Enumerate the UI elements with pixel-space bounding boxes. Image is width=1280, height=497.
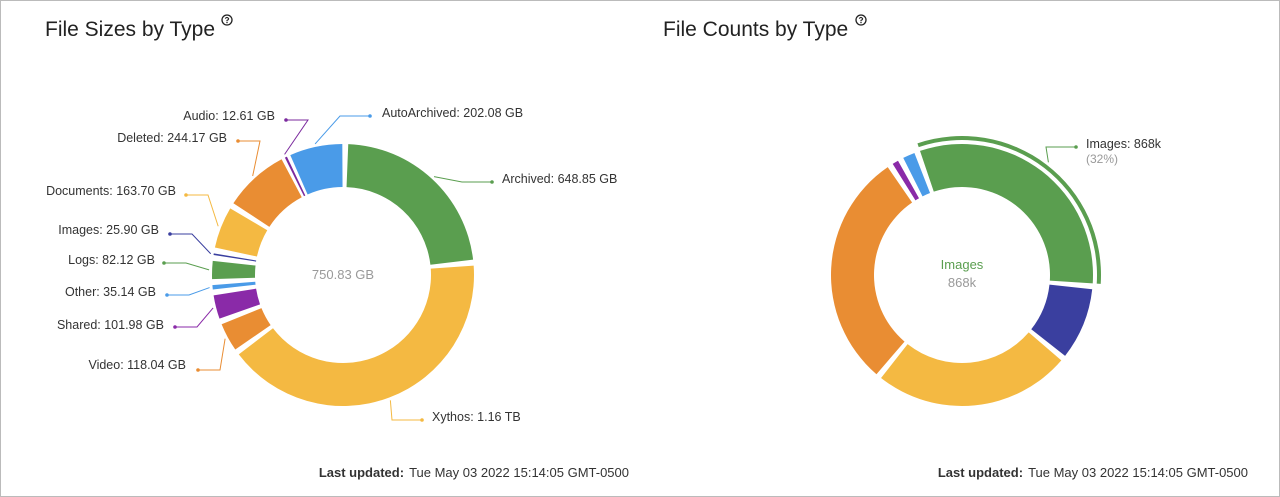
donut-segment bbox=[212, 281, 256, 290]
callout-line bbox=[1045, 146, 1076, 163]
callout-dot bbox=[368, 114, 372, 118]
callout-line bbox=[238, 140, 261, 177]
callout-label: Audio: 12.61 GB bbox=[183, 109, 275, 123]
callout-line bbox=[284, 119, 309, 155]
callout-line bbox=[164, 262, 210, 271]
donut-segment bbox=[214, 208, 268, 257]
callout-line bbox=[389, 400, 422, 421]
footer-text: Tue May 03 2022 15:14:05 GMT-0500 bbox=[409, 465, 629, 480]
callout-label: Archived: 648.85 GB bbox=[502, 172, 617, 186]
center-value: 868k bbox=[948, 275, 977, 290]
callout-line bbox=[433, 176, 492, 183]
donut-segment bbox=[284, 156, 306, 197]
callout-dot bbox=[162, 261, 166, 265]
donut-segment bbox=[238, 265, 474, 406]
callout-label: Other: 35.14 GB bbox=[65, 285, 156, 299]
callout-label: Shared: 101.98 GB bbox=[57, 318, 164, 332]
donut-segment bbox=[881, 332, 1062, 407]
callout-label: Xythos: 1.16 TB bbox=[432, 410, 521, 424]
callout-dot bbox=[184, 193, 188, 197]
center-label: Images bbox=[941, 257, 984, 272]
donut-segment bbox=[346, 144, 474, 265]
donut-segment bbox=[221, 308, 271, 350]
footer-label: Last updated: bbox=[938, 465, 1023, 480]
callout-label: Images: 868k bbox=[1086, 137, 1162, 151]
callout-dot bbox=[1074, 145, 1078, 149]
callout-label: Video: 118.04 GB bbox=[88, 358, 186, 372]
percent-label: (32%) bbox=[1086, 152, 1118, 166]
callout-line bbox=[170, 233, 212, 255]
donut-segment bbox=[213, 253, 257, 262]
highlight-arc bbox=[917, 135, 1102, 284]
callout-dot bbox=[284, 118, 288, 122]
donut-segment bbox=[290, 144, 343, 195]
callout-line bbox=[198, 338, 226, 371]
help-icon[interactable] bbox=[221, 14, 233, 26]
donut-segment bbox=[212, 260, 256, 280]
donut-segment bbox=[830, 167, 913, 375]
callout-line bbox=[175, 307, 214, 328]
callout-label: Images: 25.90 GB bbox=[58, 223, 159, 237]
callout-label: Deleted: 244.17 GB bbox=[117, 131, 227, 145]
donut-segment bbox=[213, 288, 261, 319]
donut-segment bbox=[892, 160, 920, 201]
donut-segment bbox=[1031, 284, 1093, 356]
callout-dot bbox=[420, 418, 424, 422]
donut-segment bbox=[919, 144, 1093, 284]
footer: Last updated: Tue May 03 2022 15:14:05 GM… bbox=[319, 465, 629, 480]
callout-dot bbox=[236, 139, 240, 143]
help-icon[interactable] bbox=[855, 14, 867, 26]
footer: Last updated: Tue May 03 2022 15:14:05 GM… bbox=[938, 465, 1248, 480]
callout-dot bbox=[490, 180, 494, 184]
callout-dot bbox=[165, 293, 169, 297]
callout-label: AutoArchived: 202.08 GB bbox=[382, 106, 523, 120]
callout-dot bbox=[173, 325, 177, 329]
callout-line bbox=[186, 194, 219, 227]
donut-segment bbox=[903, 152, 931, 197]
callout-dot bbox=[168, 232, 172, 236]
center-label: 750.83 GB bbox=[312, 267, 374, 282]
footer-text: Tue May 03 2022 15:14:05 GMT-0500 bbox=[1028, 465, 1248, 480]
callout-line bbox=[167, 287, 210, 296]
callout-label: Logs: 82.12 GB bbox=[68, 253, 155, 267]
donut-segment bbox=[233, 159, 302, 227]
chart-title: File Counts by Type bbox=[663, 18, 848, 41]
callout-label: Documents: 163.70 GB bbox=[46, 184, 176, 198]
callout-line bbox=[314, 115, 370, 145]
chart-title: File Sizes by Type bbox=[45, 18, 215, 41]
callout-dot bbox=[196, 368, 200, 372]
footer-label: Last updated: bbox=[319, 465, 404, 480]
